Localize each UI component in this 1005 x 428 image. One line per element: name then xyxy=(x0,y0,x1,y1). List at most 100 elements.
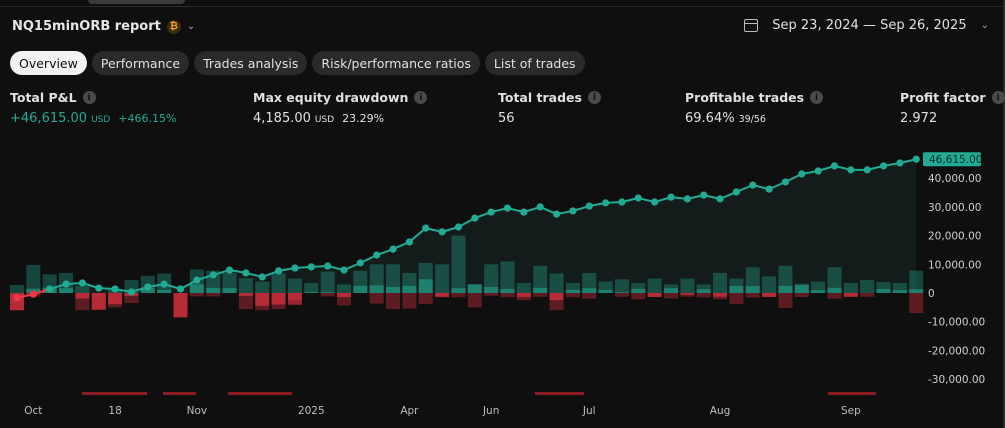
net-pnl-bar xyxy=(664,288,678,293)
drawdown-bar xyxy=(189,293,204,297)
info-icon[interactable]: i xyxy=(810,91,824,104)
equity-point xyxy=(275,267,283,275)
equity-point xyxy=(602,199,610,207)
net-pnl-bar xyxy=(516,293,531,298)
x-tick-label: Nov xyxy=(187,405,208,417)
drawdown-bar xyxy=(680,293,695,297)
drawdown-bar xyxy=(696,293,711,298)
net-pnl-bar xyxy=(353,285,368,293)
equity-point xyxy=(912,155,920,163)
date-range-picker[interactable]: Sep 23, 2024 — Sep 26, 2025 ⌄ xyxy=(744,18,989,33)
runup-bar xyxy=(255,281,270,293)
tab-overview[interactable]: Overview xyxy=(10,51,87,75)
stat-total-pnl: Total P&L i +46,615.00 USD +466.15% xyxy=(10,90,176,126)
stat-ratio: 39/56 xyxy=(738,114,766,125)
runup-bar xyxy=(876,282,891,293)
net-pnl-bar xyxy=(680,293,695,295)
tab-list-of-trades[interactable]: List of trades xyxy=(484,51,585,75)
equity-point xyxy=(847,166,855,174)
runup-bar xyxy=(26,264,41,293)
equity-point xyxy=(585,202,593,210)
stat-profit-factor: Profit factor i 2.972 xyxy=(900,90,1005,126)
info-icon[interactable]: i xyxy=(82,91,96,104)
runup-bar xyxy=(500,261,515,293)
equity-point xyxy=(765,185,773,193)
info-icon[interactable]: i xyxy=(414,91,428,104)
scrollbar[interactable] xyxy=(1003,0,1005,428)
runup-bar xyxy=(238,278,253,293)
equity-chart[interactable]: 40,000.00 30,000.00 20,000.00 10,000.00 0 -10… xyxy=(0,140,1003,428)
net-pnl-bar xyxy=(696,289,711,293)
y-tick-label: -20,000.00 xyxy=(928,345,985,357)
info-icon[interactable]: i xyxy=(587,91,601,104)
runup-bar xyxy=(271,273,286,293)
runup-bar xyxy=(10,284,24,293)
runup-bar xyxy=(762,276,777,293)
stat-value: +46,615.00 xyxy=(10,111,88,126)
equity-point xyxy=(144,283,152,291)
tab-performance[interactable]: Performance xyxy=(91,51,190,75)
runup-bar xyxy=(549,273,564,293)
net-pnl-bar xyxy=(304,291,319,293)
equity-point xyxy=(13,294,21,302)
net-pnl-bar xyxy=(418,279,433,293)
drawdown-period-marker xyxy=(535,392,584,395)
y-tick-label: 10,000.00 xyxy=(928,259,981,271)
drawdown-bar xyxy=(778,293,793,308)
chevron-down-icon[interactable]: ⌄ xyxy=(980,20,989,31)
drawdown-period-marker xyxy=(163,392,196,395)
drawdown-bar xyxy=(631,293,646,300)
stat-percent: 23.29% xyxy=(342,112,385,125)
runup-bar xyxy=(222,272,237,293)
net-pnl-bar xyxy=(762,293,777,298)
equity-point xyxy=(781,178,790,186)
net-pnl-bar xyxy=(729,286,744,293)
net-pnl-bar xyxy=(402,285,417,293)
net-pnl-bar xyxy=(533,287,548,293)
net-pnl-bar xyxy=(451,288,466,293)
x-tick-label: 2025 xyxy=(298,405,325,417)
net-pnl-bar xyxy=(386,286,401,293)
top-tab-handle[interactable] xyxy=(88,0,185,4)
runup-bar xyxy=(484,264,499,293)
drawdown-bar xyxy=(451,293,466,298)
drawdown-bar xyxy=(418,293,433,304)
drawdown-bar xyxy=(206,293,221,297)
drawdown-bar xyxy=(484,293,499,296)
equity-point xyxy=(471,214,479,222)
equity-point xyxy=(389,245,397,253)
equity-point xyxy=(700,191,708,199)
net-pnl-bar xyxy=(206,287,221,293)
tab-trades-analysis[interactable]: Trades analysis xyxy=(194,51,308,75)
drawdown-period-marker xyxy=(828,392,876,395)
runup-bar xyxy=(811,281,826,293)
report-title[interactable]: NQ15minORB report ₿ ⌄ xyxy=(12,19,195,34)
info-icon[interactable]: i xyxy=(991,91,1005,104)
equity-point xyxy=(863,166,871,174)
net-pnl-bar xyxy=(369,285,384,293)
runup-bar xyxy=(614,279,629,293)
stat-label: Profit factor xyxy=(900,90,986,105)
stat-unit: USD xyxy=(314,115,335,125)
calendar-icon[interactable] xyxy=(744,19,759,32)
y-tick-label: -10,000.00 xyxy=(928,317,985,329)
net-pnl-bar xyxy=(827,287,842,293)
net-pnl-bar xyxy=(222,288,237,293)
equity-point xyxy=(242,269,250,277)
equity-point xyxy=(258,273,266,281)
equity-point xyxy=(356,259,364,267)
runup-bar xyxy=(860,280,875,293)
stat-value: 2.972 xyxy=(900,111,938,126)
runup-bar xyxy=(124,280,139,293)
runup-bar xyxy=(680,278,695,293)
chevron-down-icon[interactable]: ⌄ xyxy=(186,21,196,32)
net-pnl-bar xyxy=(745,286,760,293)
net-pnl-bar xyxy=(238,293,253,296)
equity-point xyxy=(732,188,741,196)
tab-risk-performance-ratios[interactable]: Risk/performance ratios xyxy=(312,51,480,75)
equity-point xyxy=(520,208,528,216)
runup-bar xyxy=(533,265,548,293)
equity-area xyxy=(17,159,917,298)
drawdown-bar xyxy=(320,293,335,297)
y-tick-label: 30,000.00 xyxy=(928,202,981,214)
